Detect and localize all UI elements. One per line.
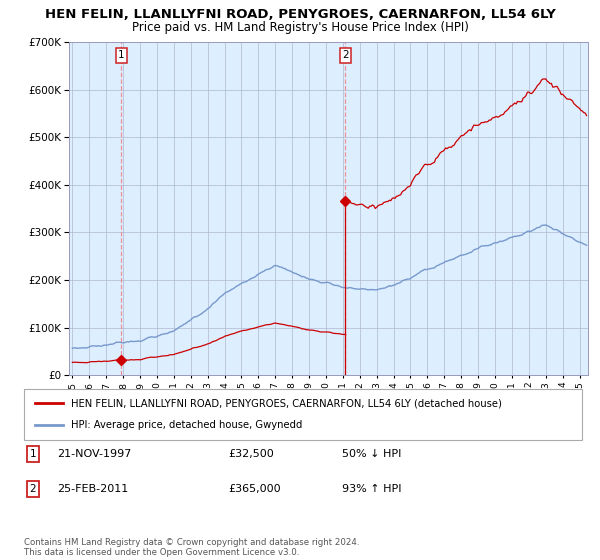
Text: 93% ↑ HPI: 93% ↑ HPI: [342, 484, 401, 494]
Text: £365,000: £365,000: [228, 484, 281, 494]
Text: 2: 2: [342, 50, 349, 60]
Text: 1: 1: [118, 50, 125, 60]
Text: 21-NOV-1997: 21-NOV-1997: [57, 449, 131, 459]
Text: 25-FEB-2011: 25-FEB-2011: [57, 484, 128, 494]
Text: Contains HM Land Registry data © Crown copyright and database right 2024.
This d: Contains HM Land Registry data © Crown c…: [24, 538, 359, 557]
Text: 1: 1: [29, 449, 37, 459]
Text: HEN FELIN, LLANLLYFNI ROAD, PENYGROES, CAERNARFON, LL54 6LY (detached house): HEN FELIN, LLANLLYFNI ROAD, PENYGROES, C…: [71, 398, 502, 408]
Text: £32,500: £32,500: [228, 449, 274, 459]
Text: HEN FELIN, LLANLLYFNI ROAD, PENYGROES, CAERNARFON, LL54 6LY: HEN FELIN, LLANLLYFNI ROAD, PENYGROES, C…: [44, 8, 556, 21]
Text: HPI: Average price, detached house, Gwynedd: HPI: Average price, detached house, Gwyn…: [71, 421, 303, 431]
Text: 50% ↓ HPI: 50% ↓ HPI: [342, 449, 401, 459]
Text: 2: 2: [29, 484, 37, 494]
Text: Price paid vs. HM Land Registry's House Price Index (HPI): Price paid vs. HM Land Registry's House …: [131, 21, 469, 34]
FancyBboxPatch shape: [24, 389, 582, 440]
